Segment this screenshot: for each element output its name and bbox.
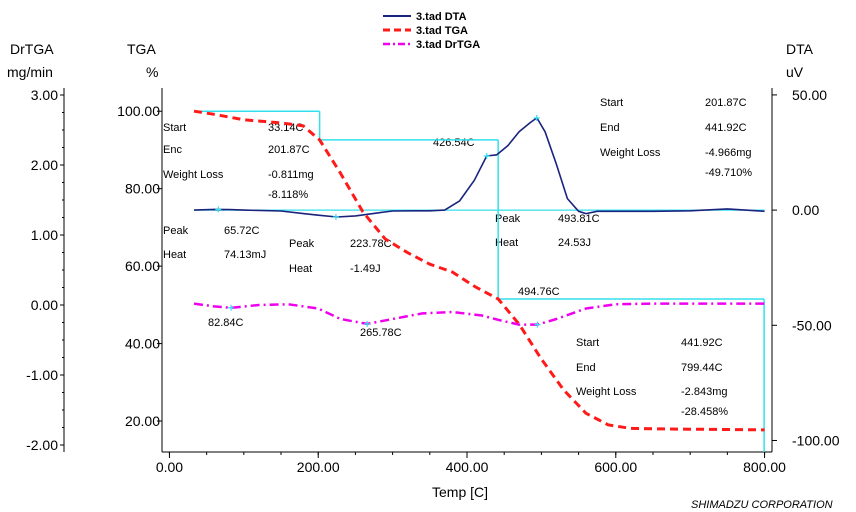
annotations: Start 33.14C Enc 201.87C Weight Loss -0.… xyxy=(163,97,752,418)
x-axis-title: Temp [C] xyxy=(432,484,488,500)
drtga-axis-unit: mg/min xyxy=(7,64,53,80)
x-tick-label: 600.00 xyxy=(594,459,637,475)
dta-shoulder-value: 426.54C xyxy=(433,137,475,149)
tga-s2-loss-mg: -4.966mg xyxy=(705,147,751,159)
drtga-curve xyxy=(193,302,765,326)
drtga-tick-label: -2.00 xyxy=(26,437,58,453)
dta-axis-title: DTA xyxy=(786,41,814,57)
x-tick-label: 0.00 xyxy=(156,459,183,475)
legend-label-tga: 3.tad TGA xyxy=(416,25,468,37)
dta-p1-heat-value: 74.13mJ xyxy=(224,249,266,261)
dta-p3-peak-value: 493.81C xyxy=(558,213,600,225)
tga-s3-end-label: End xyxy=(576,362,596,374)
drtga-p2-value: 265.78C xyxy=(360,327,402,339)
tga-s1-start-value: 33.14C xyxy=(268,122,304,134)
dta-p1-heat-label: Heat xyxy=(163,249,186,261)
legend: 3.tad DTA 3.tad TGA 3.tad DrTGA xyxy=(383,11,480,51)
tga-s3-loss-label: Weight Loss xyxy=(576,386,637,398)
corporation-text: SHIMADZU CORPORATION xyxy=(691,499,833,511)
legend-label-drtga: 3.tad DrTGA xyxy=(416,39,480,51)
dta-tick-label: -100.00 xyxy=(792,432,840,448)
drtga-p1-value: 82.84C xyxy=(208,317,244,329)
tga-tick-label: 20.00 xyxy=(125,413,160,429)
tga-tick-label: 100.00 xyxy=(117,103,160,119)
tga-s3-end-value: 799.44C xyxy=(681,362,723,374)
dta-p2-heat-value: -1.49J xyxy=(350,263,381,275)
tga-s2-end-label: End xyxy=(600,122,620,134)
tga-tick-label: 80.00 xyxy=(125,181,160,197)
tga-axis-title: TGA xyxy=(127,41,156,57)
tga-s3-loss-pct: -28.458% xyxy=(681,406,728,418)
tga-axis-unit: % xyxy=(146,64,158,80)
tga-s1-loss-pct: -8.118% xyxy=(268,189,308,201)
dta-p2-peak-value: 223.78C xyxy=(350,238,392,250)
drtga-axis-title: DrTGA xyxy=(10,41,54,57)
dta-axis-unit: uV xyxy=(786,64,804,80)
tga-s2-start-label: Start xyxy=(600,97,623,109)
tga-s1-end-label: Enc xyxy=(163,144,182,156)
tga-s2-loss-pct: -49.710% xyxy=(705,167,752,179)
legend-label-dta: 3.tad DTA xyxy=(416,11,467,23)
dta-p3-peak-label: Peak xyxy=(495,213,521,225)
tga-s1-start-label: Start xyxy=(163,122,186,134)
tga-s3-loss-mg: -2.843mg xyxy=(681,386,727,398)
x-tick-label: 400.00 xyxy=(446,459,489,475)
drtga-tick-label: 0.00 xyxy=(31,297,58,313)
tga-s1-end-value: 201.87C xyxy=(268,144,310,156)
drtga-tick-label: 1.00 xyxy=(31,227,58,243)
dta-tick-label: 0.00 xyxy=(792,202,819,218)
dta-p2-heat-label: Heat xyxy=(289,263,312,275)
tga-s2-start-value: 201.87C xyxy=(705,97,747,109)
dta-tick-label: 50.00 xyxy=(792,87,827,103)
tga-tick-label: 60.00 xyxy=(125,258,160,274)
dta-p2-peak-label: Peak xyxy=(289,238,315,250)
tga-curve xyxy=(193,109,765,432)
dta-p3-heat-label: Heat xyxy=(495,237,518,249)
drtga-p3-value: 494.76C xyxy=(518,286,560,298)
tga-s3-start-label: Start xyxy=(576,337,599,349)
tga-s2-end-value: 441.92C xyxy=(705,122,747,134)
tga-s2-loss-label: Weight Loss xyxy=(600,147,661,159)
drtga-tick-label: 3.00 xyxy=(31,87,58,103)
tga-tick-label: 40.00 xyxy=(125,336,160,352)
x-tick-label: 800.00 xyxy=(743,459,786,475)
drtga-tick-label: 2.00 xyxy=(31,157,58,173)
dta-p1-peak-label: Peak xyxy=(163,225,189,237)
drtga-tick-label: -1.00 xyxy=(26,367,58,383)
tga-s1-loss-mg: -0.811mg xyxy=(268,169,314,181)
dta-tick-label: -50.00 xyxy=(792,317,832,333)
x-tick-label: 200.00 xyxy=(297,459,340,475)
tga-s1-loss-label: Weight Loss xyxy=(163,169,224,181)
tga-s3-start-value: 441.92C xyxy=(681,337,723,349)
dta-p3-heat-value: 24.53J xyxy=(558,237,591,249)
dta-p1-peak-value: 65.72C xyxy=(224,225,260,237)
